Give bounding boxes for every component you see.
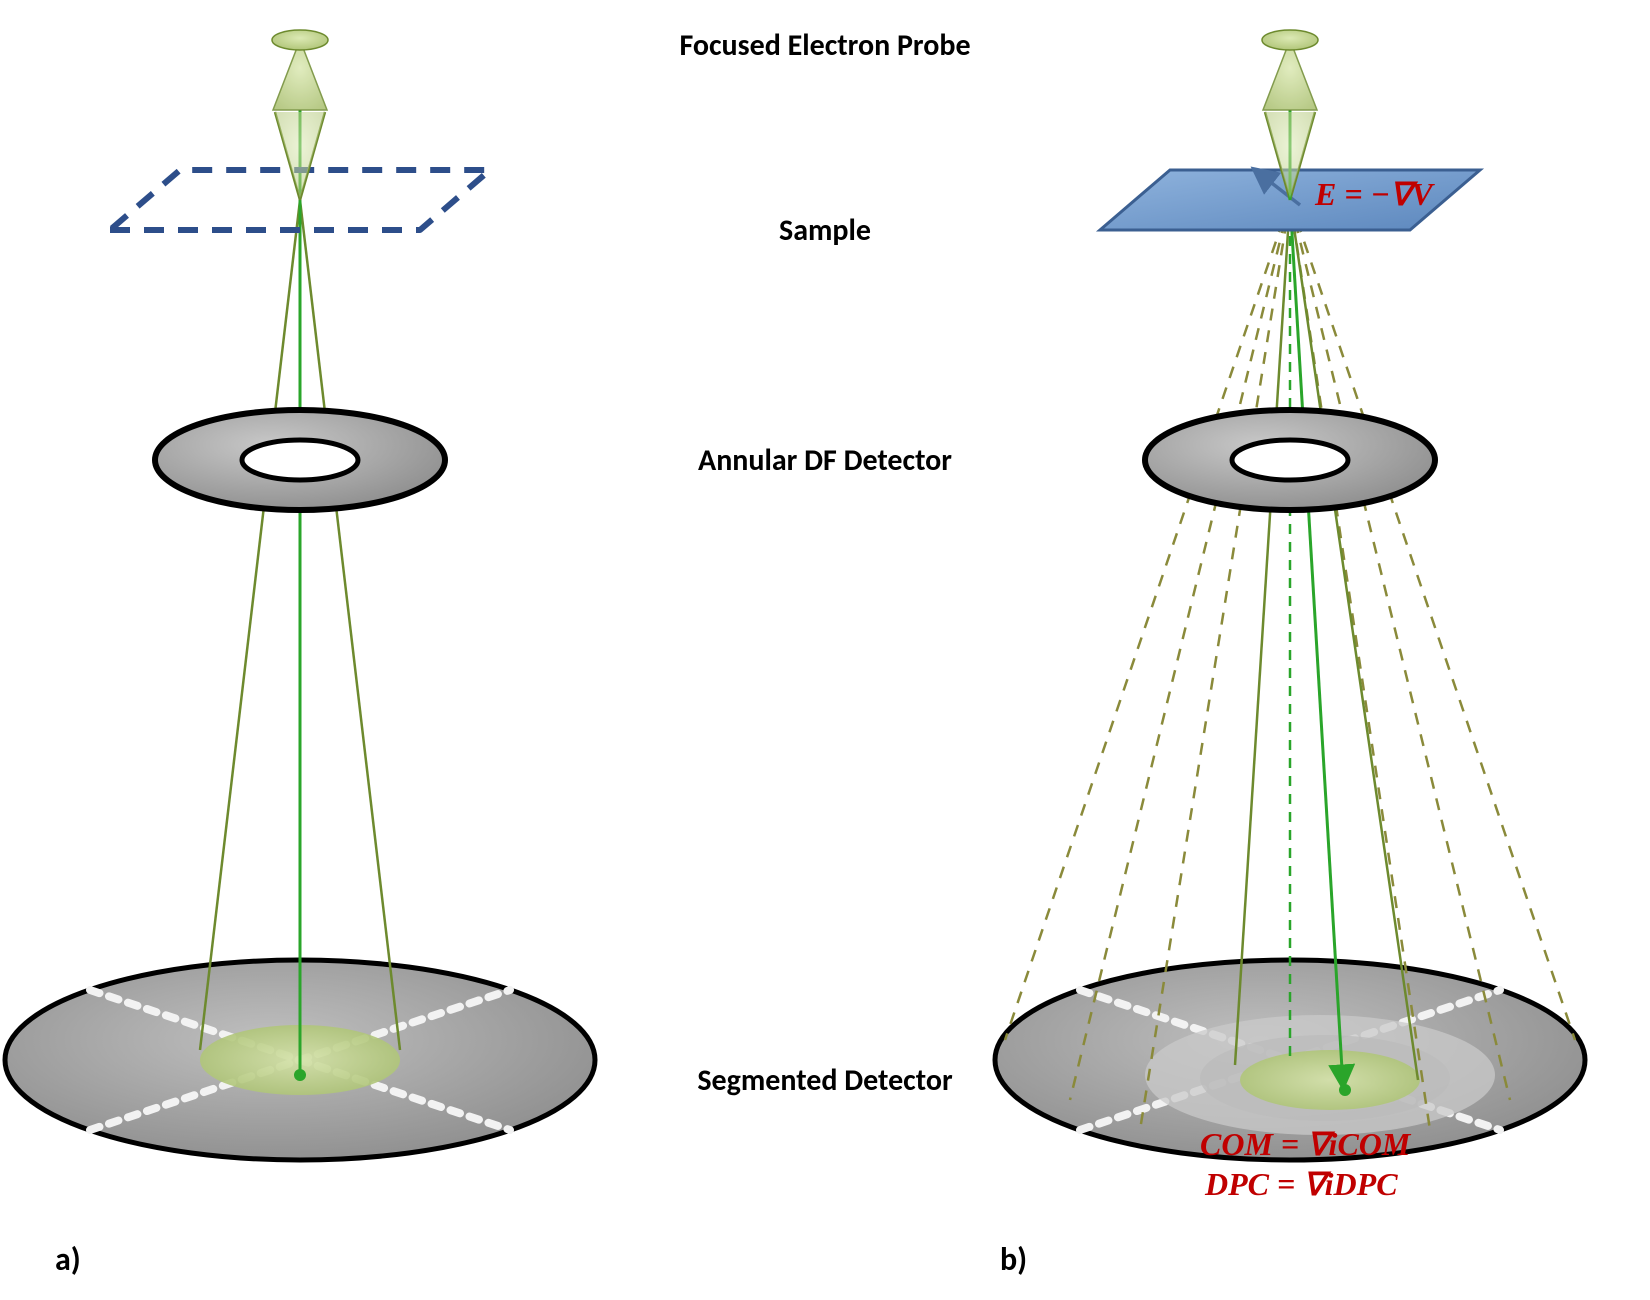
formula-efield: E = −∇V [1314, 176, 1435, 212]
formula-com: COM = ∇iCOM [1200, 1126, 1412, 1162]
label-annular: Annular DF Detector [698, 442, 952, 479]
annular-detector-b [1145, 410, 1435, 510]
center-labels: Focused Electron Probe Sample Annular DF… [679, 27, 970, 1099]
panel-a [5, 30, 595, 1160]
probe-source-a [272, 30, 328, 198]
panel-b [995, 30, 1585, 1160]
label-probe: Focused Electron Probe [679, 27, 970, 64]
panel-b-label: b) [1000, 1240, 1027, 1279]
annular-detector-a [155, 410, 445, 510]
beam-cone-lower-b [1235, 200, 1418, 1080]
formula-dpc: DPC = ∇iDPC [1204, 1166, 1398, 1202]
label-sample: Sample [779, 212, 871, 249]
label-segmented: Segmented Detector [697, 1062, 953, 1099]
panel-a-label: a) [55, 1240, 81, 1279]
